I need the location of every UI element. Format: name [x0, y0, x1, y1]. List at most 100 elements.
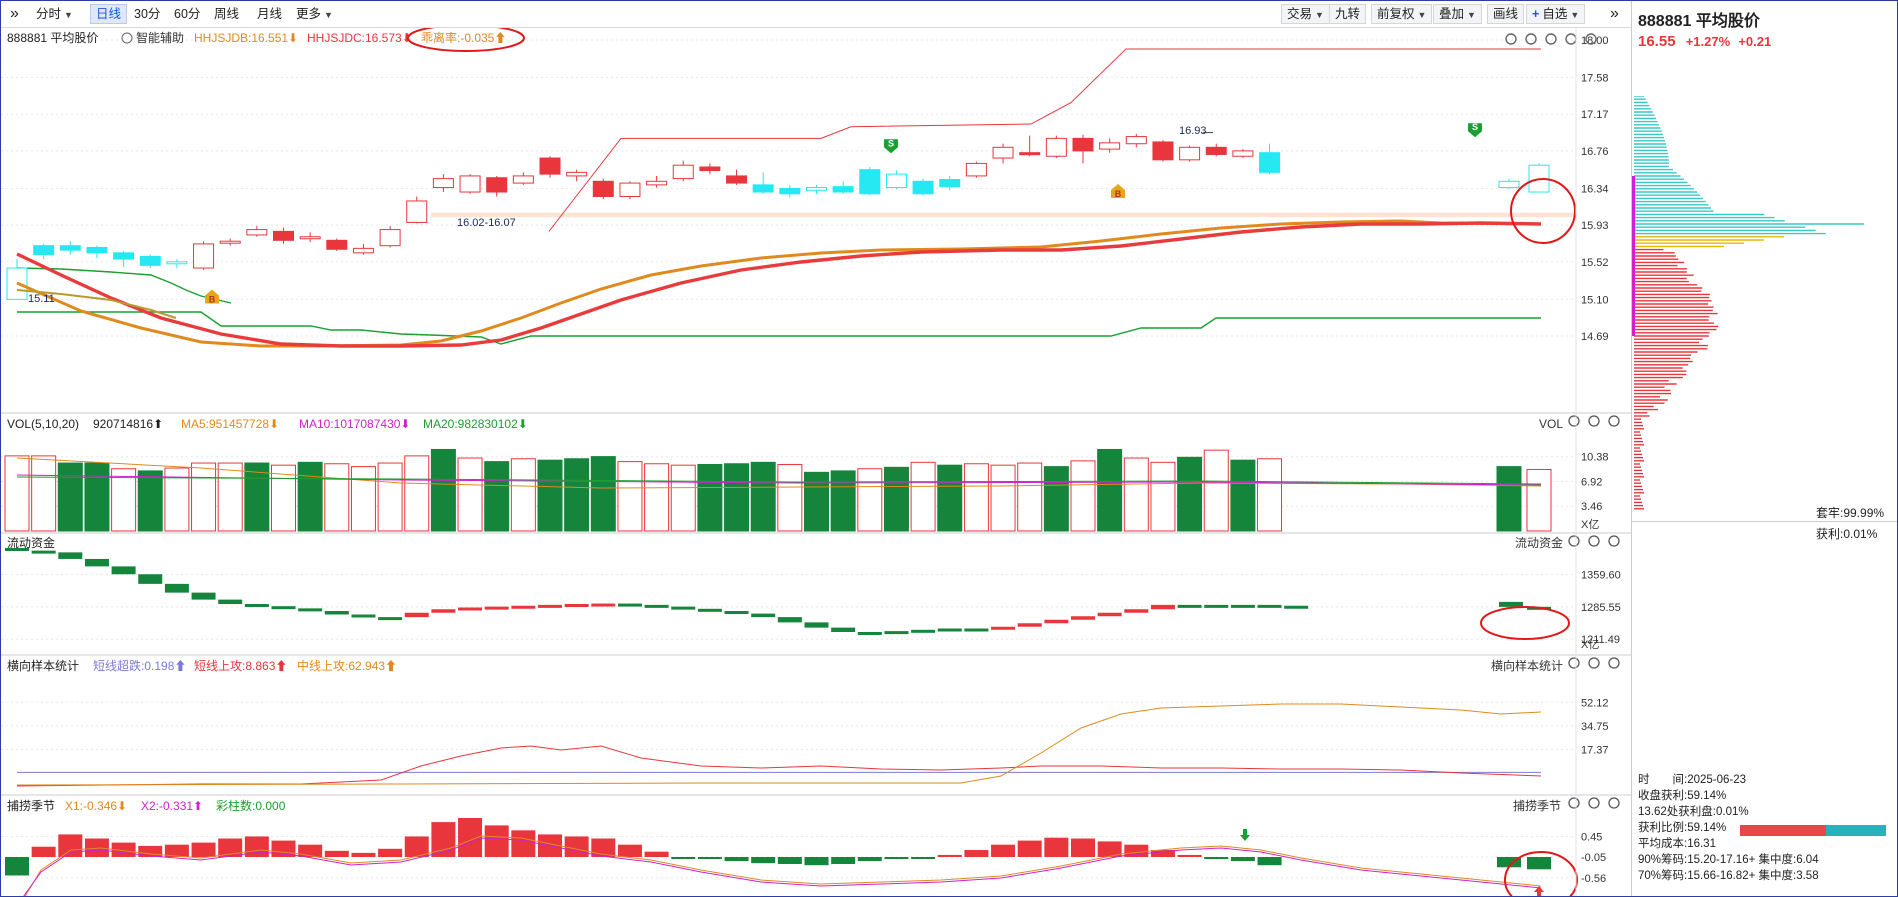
collapse-left-icon[interactable]: »: [5, 4, 24, 24]
gear-icon: [1569, 798, 1579, 808]
vol-ma5: MA5:951457728⬇: [181, 417, 279, 431]
ma-short-line: [17, 221, 1541, 346]
candle-body: [513, 176, 533, 183]
flow-bar: [831, 628, 855, 632]
support-band: [431, 213, 1576, 217]
flow-bar: [1124, 609, 1148, 613]
tab-4[interactable]: 周线: [209, 4, 244, 24]
panel-divider: [1632, 521, 1898, 522]
y-axis-tick: 15.93: [1581, 220, 1609, 232]
stat-mid-line: [17, 704, 1541, 785]
candle-body: [60, 246, 80, 250]
season-bar: [565, 836, 589, 857]
flow-bar: [911, 630, 935, 633]
volume-bar: [5, 456, 29, 531]
channel-upper-line: [549, 49, 1541, 231]
toolbar-button-3[interactable]: 叠加 ▼: [1433, 4, 1482, 24]
volume-bar: [458, 458, 482, 531]
help-icon: [1589, 416, 1599, 426]
candle-body: [940, 180, 960, 187]
toolbar-button-4[interactable]: 画线: [1487, 4, 1524, 24]
y-axis-tick: -0.05: [1581, 852, 1606, 864]
main-stock-label: 888881 平均股价: [7, 31, 98, 45]
flow-bar: [751, 614, 775, 618]
flow-bar: [1071, 616, 1095, 620]
y-axis-tick: 16.76: [1581, 146, 1609, 158]
flow-bar: [112, 566, 136, 574]
candle-body: [1046, 138, 1066, 156]
candle-body: [593, 181, 613, 196]
toolbar-button-1[interactable]: 九转: [1329, 4, 1366, 24]
candle-body: [1499, 181, 1519, 187]
chip-info-line: 时 间:2025-06-23: [1638, 771, 1746, 787]
volume-bar: [1258, 459, 1282, 531]
volume-bar: [858, 469, 882, 531]
chart-area[interactable]: 18.00 17.58 17.17 16.76 16.34 15.93 15.52 15.10…: [1, 28, 1631, 896]
season-bar: [511, 830, 535, 857]
flow-bar: [58, 552, 82, 559]
vol-label: VOL(5,10,20): [7, 417, 79, 431]
chevron-down-icon: ▼: [1315, 10, 1324, 20]
flow-bar: [1178, 605, 1202, 608]
season-bar: [805, 857, 829, 865]
season-bar: [1178, 855, 1202, 857]
candle-body: [700, 167, 720, 171]
candle-body: [220, 241, 240, 243]
volume-bar: [831, 471, 855, 531]
flow-bar: [138, 574, 162, 584]
candle-body: [87, 247, 107, 252]
toolbar-button-0[interactable]: 交易 ▼: [1281, 4, 1330, 24]
chip-info-line: 90%筹码:15.20-17.16+ 集中度:6.04: [1638, 851, 1819, 867]
tab-3[interactable]: 60分: [169, 4, 205, 24]
season-bar: [938, 855, 962, 857]
toolbar-button-5[interactable]: + 自选 ▼: [1526, 4, 1585, 24]
candle-body: [993, 147, 1013, 158]
flow-bar: [805, 622, 829, 627]
close-icon: [1609, 658, 1619, 668]
tab-2[interactable]: 30分: [129, 4, 165, 24]
y-axis-tick: 17.17: [1581, 109, 1609, 121]
y-axis-tick: 0.45: [1581, 831, 1602, 843]
tab-6[interactable]: 更多 ▼: [291, 4, 338, 24]
support-range-label: 16.02-16.07: [457, 217, 516, 229]
help-icon: [1589, 658, 1599, 668]
y-axis-tick: 1359.60: [1581, 569, 1621, 581]
volume-bar: [431, 449, 455, 531]
flow-bar: [1018, 623, 1042, 627]
chip-info-line: 收盘获利:59.14%: [1638, 787, 1726, 803]
toolbar-button-2[interactable]: 前复权 ▼: [1371, 4, 1432, 24]
flow-bar: [431, 609, 455, 613]
candle-body: [407, 201, 427, 222]
close-icon: [1609, 416, 1619, 426]
high-price-label: 16.93: [1179, 125, 1207, 137]
chip-info-line: 平均成本:16.31: [1638, 835, 1716, 851]
volume-bar: [565, 459, 589, 531]
collapse-right-icon[interactable]: »: [1605, 4, 1624, 24]
flow-bar: [32, 551, 56, 554]
y-axis-tick: 17.58: [1581, 73, 1609, 85]
y-axis-tick: 15.52: [1581, 257, 1609, 269]
stat-mid-attack: 中线上攻:62.943⬆: [297, 658, 397, 673]
candle-body: [753, 185, 773, 192]
season-x2: X2:-0.331⬆: [141, 799, 203, 813]
tab-0[interactable]: 分时 ▼: [31, 4, 78, 24]
volume-bar: [991, 465, 1015, 531]
flow-bar: [698, 609, 722, 612]
buy-marker-label: B: [1115, 189, 1122, 199]
candle-body: [1180, 147, 1200, 160]
flow-bar: [618, 604, 642, 607]
low-price-label: 15.11: [28, 293, 55, 305]
candle-body: [34, 246, 54, 255]
volume-bar: [938, 465, 962, 531]
tab-1[interactable]: 日线: [90, 4, 127, 24]
toolbar-button-label: 叠加: [1439, 7, 1464, 21]
candle-body: [140, 256, 160, 265]
tab-5[interactable]: 月线: [252, 4, 287, 24]
season-bar: [618, 845, 642, 857]
chip-histogram: [1632, 96, 1898, 536]
volume-bar: [725, 464, 749, 531]
y-axis-tick: 1285.55: [1581, 602, 1621, 614]
candle-body: [114, 253, 134, 259]
flow-bar: [645, 605, 669, 608]
flow-bar: [1258, 605, 1282, 608]
